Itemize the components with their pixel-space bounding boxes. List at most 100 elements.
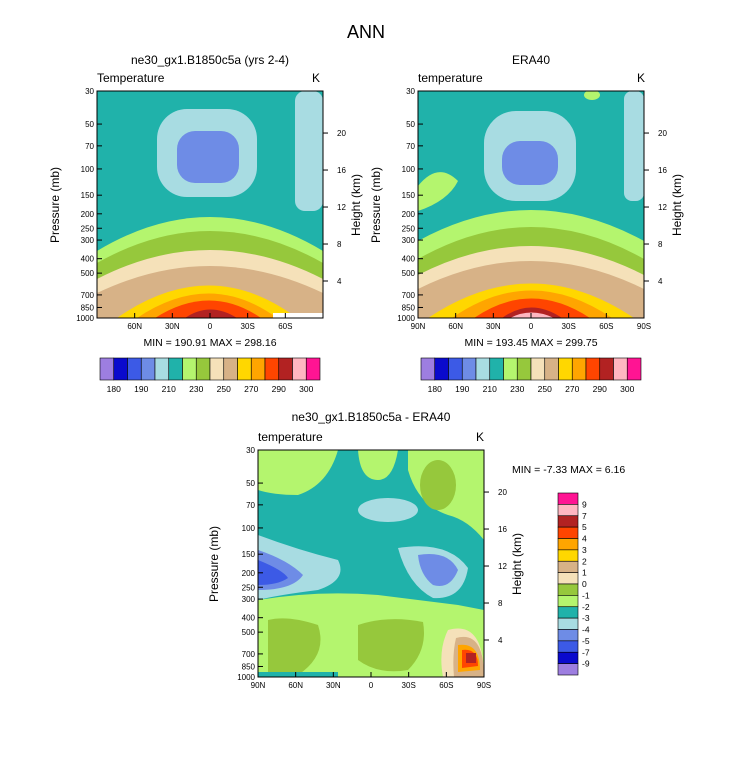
x-ticks: 90N 60N 30N 0 30S 60S 90S [411,313,651,331]
y-tick-label: 700 [242,650,256,659]
colorbar-swatch [557,640,579,653]
y-axis-label: Pressure (mb) [207,526,221,602]
colorbar-label: 250 [217,384,231,394]
colorbar-label: 0 [582,579,587,589]
y-tick-label: 100 [402,165,416,174]
y-tick-label: 150 [242,550,256,559]
colorbar-swatch [264,357,280,381]
contour-fill [466,653,476,663]
colorbar-label: 290 [593,384,607,394]
colorbar-swatch [420,357,436,381]
colorbar-swatch [489,357,504,381]
y-tick-label: 30 [246,446,255,455]
colorbar-label: 300 [620,384,634,394]
y-tick-right-label: 16 [658,166,667,175]
panel-model: ne30_gx1.B1850c5a (yrs 2-4) Temperature … [48,53,363,394]
y-tick-label: 200 [81,210,95,219]
contour-fill [258,450,338,495]
colorbar-swatch [461,357,477,381]
colorbar-swatch [558,357,573,381]
x-tick-label: 30S [562,322,576,331]
x-tick-label: 0 [369,681,374,690]
panel-left-label: Temperature [97,71,165,85]
x-tick-label: 90N [411,322,426,331]
colorbar-swatch [113,357,128,381]
y-axis-label-right: Height (km) [670,174,684,236]
x-tick-label: 60S [439,681,453,690]
y-tick-label: 1000 [76,314,94,323]
colorbar-swatch [223,357,238,381]
colorbar-swatch [209,357,225,381]
panel-title: ERA40 [512,53,550,67]
y-ticks-pressure: 30 50 70 100 150 200 250 300 400 500 700 850 1000 [237,446,263,682]
colorbar-swatch [154,357,170,381]
colorbar-swatch [557,617,579,630]
colorbar-swatch [557,492,579,505]
colorbar-swatch [292,357,307,381]
y-tick-label: 850 [402,303,416,312]
y-tick-right-label: 16 [498,525,507,534]
colorbar-label: -9 [582,659,590,669]
contour-plot-difference [257,449,485,678]
y-tick-label: 700 [81,291,95,300]
x-ticks: 60N 30N 0 30S 60S [127,313,292,331]
y-tick-right-label: 4 [337,277,342,286]
y-tick-label: 100 [242,524,256,533]
figure-title: ANN [347,22,385,42]
colorbar-label: 230 [189,384,203,394]
y-tick-right-label: 8 [498,599,503,608]
y-tick-right-label: 20 [337,129,346,138]
stats-text: MIN = -7.33 MAX = 6.16 [512,464,625,476]
colorbar-swatch [182,357,197,381]
colorbar-swatch [475,357,491,381]
contour-fill [420,460,456,510]
y-tick-right-label: 4 [498,636,503,645]
colorbar-swatch [99,357,115,381]
panel-difference: ne30_gx1.B1850c5a - ERA40 temperature K [207,410,625,690]
colorbar-label: 210 [483,384,497,394]
y-axis-label: Pressure (mb) [369,167,383,243]
colorbar-swatch [503,357,518,381]
panel-title: ne30_gx1.B1850c5a - ERA40 [292,410,451,424]
y-tick-label: 850 [242,662,256,671]
y-tick-label: 500 [81,269,95,278]
colorbar-swatch [557,549,579,562]
contour-fill [177,131,239,183]
contour-fill [502,141,558,185]
contour-fill [624,91,644,201]
x-tick-label: 90S [637,322,651,331]
y-tick-label: 500 [242,628,256,637]
y-ticks-height: 20 16 12 8 4 [484,488,507,645]
colorbar-label: 9 [582,499,587,509]
panel-left-label: temperature [418,71,483,85]
y-tick-label: 30 [85,87,94,96]
colorbar-swatch [278,357,293,381]
colorbar-swatch [599,357,614,381]
y-tick-label: 70 [406,142,415,151]
colorbar-label: 190 [134,384,148,394]
contour-fill [358,498,418,522]
colorbar-label: 2 [582,556,587,566]
colorbar-label: -5 [582,636,590,646]
colorbar-label: 270 [244,384,258,394]
contour-plot-era40 [417,90,645,319]
y-tick-right-label: 12 [498,562,507,571]
colorbar-swatch [544,357,559,381]
y-ticks-height: 20 16 12 8 4 [644,129,667,286]
contour-fill [185,309,237,318]
colorbar-label: 180 [107,384,121,394]
colorbar-swatch [557,629,579,642]
colorbar-swatch [557,560,579,573]
y-tick-right-label: 8 [337,240,342,249]
y-axis-label: Pressure (mb) [48,167,62,243]
colorbar-swatch [127,357,142,381]
colorbar-swatch [557,651,579,664]
y-tick-label: 700 [402,291,416,300]
panel-era40: ERA40 temperature K P [369,53,684,394]
y-tick-label: 400 [402,255,416,264]
colorbar-swatch [613,357,628,381]
contour-fill [584,91,600,100]
colorbar-swatch [305,357,321,381]
colorbar-label: 3 [582,545,587,555]
colorbar-swatch [448,357,463,381]
